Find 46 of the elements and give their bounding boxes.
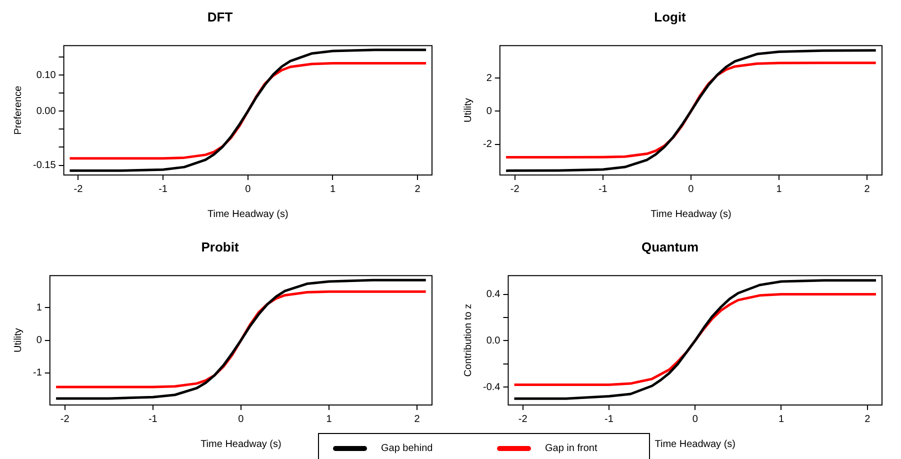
x-axis-title: Time Headway (s) <box>208 208 288 220</box>
chart-title: DFT <box>207 9 233 24</box>
x-tick-label: 2 <box>414 414 420 425</box>
chart-title: Quantum <box>641 239 699 254</box>
x-tick-label: 1 <box>778 414 784 425</box>
y-tick-label: 1 <box>36 302 42 314</box>
legend-label: Gap behind <box>381 442 433 454</box>
x-tick-label: 0 <box>245 184 252 195</box>
x-axis-title: Time Headway (s) <box>654 438 736 450</box>
y-tick-label: 0.00 <box>36 106 56 117</box>
x-tick-label: 1 <box>330 184 336 195</box>
x-tick-label: 1 <box>326 414 332 425</box>
x-tick-label: -2 <box>74 184 84 195</box>
y-tick-label: -0.15 <box>32 160 56 172</box>
chart-title: Probit <box>201 239 240 254</box>
y-axis-title: Utility <box>462 98 474 123</box>
x-axis-title: Time Headway (s) <box>200 438 282 450</box>
x-tick-label: -1 <box>148 414 158 425</box>
y-axis-title: Preference <box>12 85 24 135</box>
x-tick-label: 0 <box>238 414 244 425</box>
x-tick-label: -1 <box>598 184 608 195</box>
x-tick-label: 2 <box>864 414 871 425</box>
x-tick-label: 0 <box>688 184 694 195</box>
y-tick-label: 0.4 <box>486 289 501 300</box>
y-tick-label: 0.0 <box>486 335 501 346</box>
x-tick-label: -2 <box>510 184 520 195</box>
x-tick-label: 2 <box>864 184 870 195</box>
y-tick-label: -0.4 <box>482 382 501 393</box>
x-tick-label: 0 <box>692 414 698 425</box>
y-axis-title: Contribution to z <box>462 304 474 377</box>
chart-title: Logit <box>654 9 687 24</box>
x-tick-label: 1 <box>776 184 782 195</box>
y-axis-title: Utility <box>12 328 24 353</box>
y-tick-label: 0.10 <box>36 70 56 81</box>
x-tick-label: 2 <box>414 184 421 195</box>
x-axis-title: Time Headway (s) <box>650 208 732 220</box>
y-tick-label: 0 <box>486 106 492 117</box>
x-tick-label: -2 <box>60 414 70 425</box>
y-tick-label: -2 <box>482 139 492 150</box>
y-tick-label: -1 <box>32 368 42 379</box>
x-tick-label: -2 <box>518 414 528 425</box>
x-tick-label: -1 <box>158 184 168 195</box>
y-tick-label: 2 <box>486 72 492 84</box>
legend-label: Gap in front <box>545 442 598 454</box>
x-tick-label: -1 <box>604 414 614 425</box>
y-tick-label: 0 <box>36 335 42 346</box>
